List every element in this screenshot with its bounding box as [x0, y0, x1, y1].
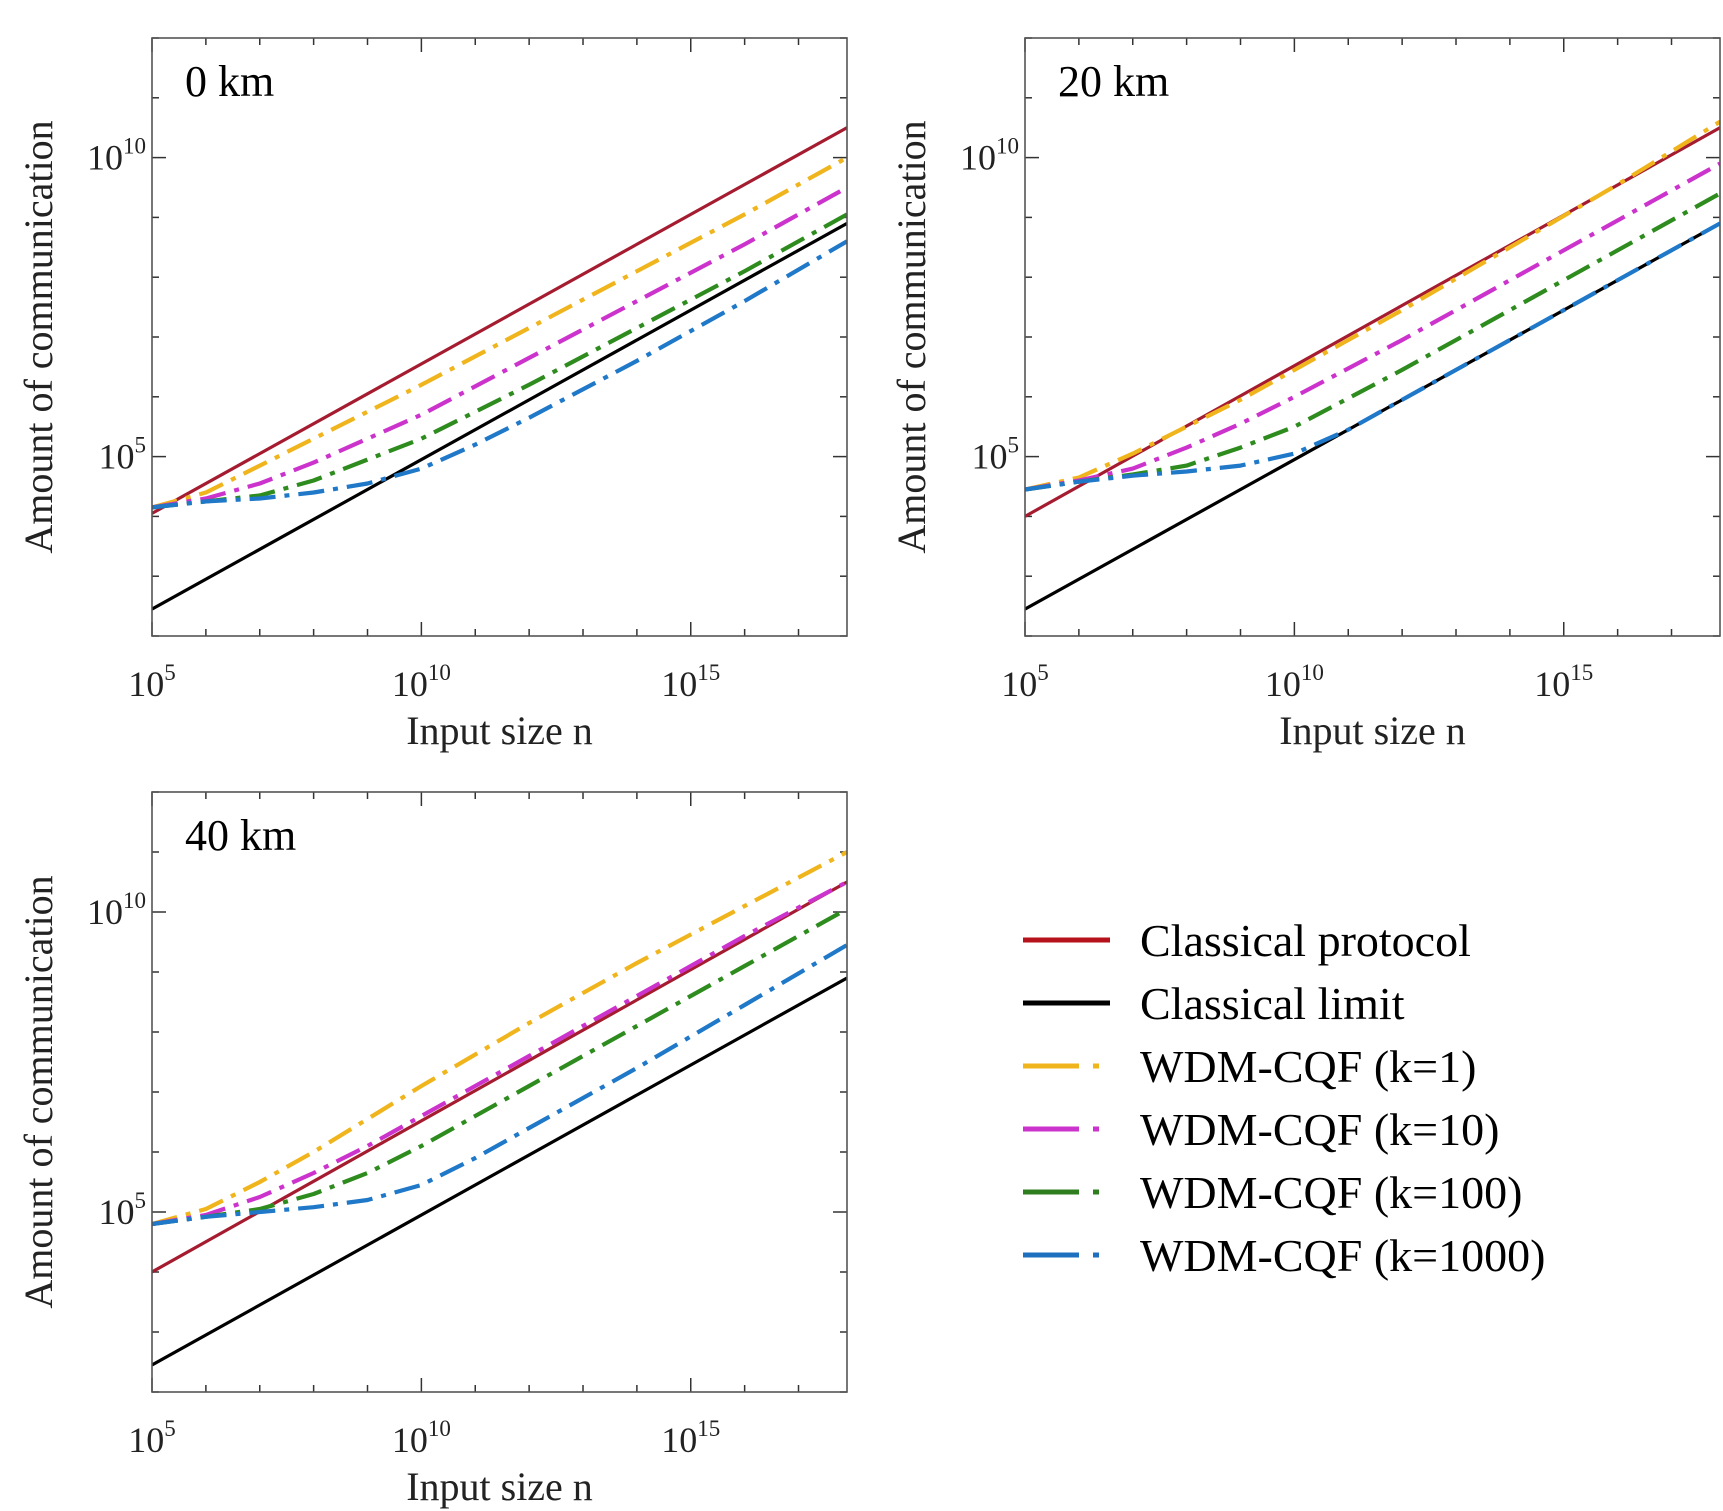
y-tick-label: 105 [972, 433, 1020, 477]
plot-frame [151, 791, 848, 1393]
plot-frame [151, 37, 848, 637]
legend-label-wdm-cqf-k-100: WDM-CQF (k=100) [1140, 1167, 1522, 1218]
y-axis-label: Amount of communication [16, 120, 61, 553]
panel-title: 40 km [185, 811, 296, 860]
x-tick-label: 1010 [392, 660, 451, 704]
series-line-classical-limit [152, 222, 847, 611]
series-line-wdm-cqf-k-100 [152, 907, 847, 1227]
plot-frame [1024, 37, 1721, 637]
legend: Classical protocol Classical limit WDM-CQF… [1023, 915, 1545, 1281]
legend-label-classical-protocol: Classical protocol [1140, 915, 1471, 966]
series-line-wdm-cqf-k-1000 [1025, 221, 1720, 492]
legend-label-wdm-cqf-k-10: WDM-CQF (k=10) [1140, 1104, 1499, 1155]
series-line-wdm-cqf-k-1000 [152, 239, 847, 510]
series-line-classical-protocol [1025, 126, 1720, 518]
x-axis-label: Input size n [406, 708, 593, 753]
series-line-classical-protocol [152, 126, 847, 515]
x-tick-label: 105 [128, 660, 176, 704]
series-line-wdm-cqf-k-1000 [152, 943, 847, 1227]
panel-title: 0 km [185, 57, 274, 106]
series-line-wdm-cqf-k-1 [1025, 119, 1720, 492]
x-tick-label: 1015 [1534, 660, 1593, 704]
panel-title: 20 km [1058, 57, 1169, 106]
x-tick-label: 1015 [661, 660, 720, 704]
legend-label-wdm-cqf-k-1: WDM-CQF (k=1) [1140, 1041, 1476, 1092]
series-line-wdm-cqf-k-100 [1025, 191, 1720, 492]
legend-label-classical-limit: Classical limit [1140, 978, 1405, 1029]
series-line-wdm-cqf-k-10 [152, 880, 847, 1227]
y-axis-label: Amount of communication [889, 120, 934, 553]
x-tick-label: 1015 [661, 1416, 720, 1460]
x-axis-label: Input size n [1279, 708, 1466, 753]
y-tick-label: 1010 [960, 134, 1019, 178]
y-axis-label: Amount of communication [16, 875, 61, 1308]
series-line-classical-limit [152, 976, 847, 1367]
y-tick-label: 105 [99, 433, 147, 477]
x-tick-label: 1010 [392, 1416, 451, 1460]
x-tick-label: 105 [128, 1416, 176, 1460]
y-tick-label: 1010 [87, 134, 146, 178]
series-line-wdm-cqf-k-1 [152, 850, 847, 1227]
x-axis-label: Input size n [406, 1464, 593, 1509]
series-line-wdm-cqf-k-10 [152, 185, 847, 510]
series-line-wdm-cqf-k-1 [152, 155, 847, 510]
y-tick-label: 1010 [87, 888, 146, 932]
series-line-wdm-cqf-k-10 [1025, 161, 1720, 492]
y-tick-label: 105 [99, 1188, 147, 1232]
x-tick-label: 105 [1001, 660, 1049, 704]
x-tick-label: 1010 [1265, 660, 1324, 704]
series-line-wdm-cqf-k-100 [152, 212, 847, 510]
legend-label-wdm-cqf-k-1000: WDM-CQF (k=1000) [1140, 1230, 1545, 1281]
